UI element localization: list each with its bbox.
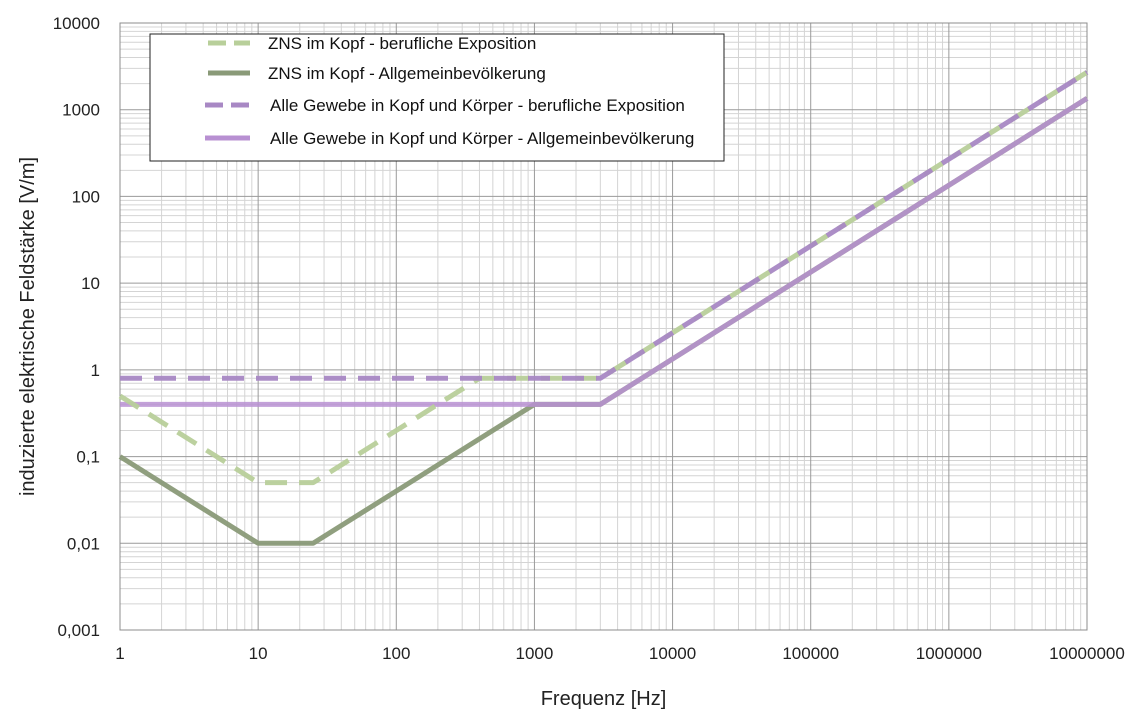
series-layer <box>118 70 1089 546</box>
series-line-1 <box>118 70 1089 486</box>
legend-label-2: ZNS im Kopf - Allgemeinbevölkerung <box>268 64 546 83</box>
y-tick-label: 0,1 <box>76 448 100 467</box>
y-axis-tick-labels: 0,001 0,01 0,1 1 10 100 1000 10000 <box>53 14 100 640</box>
y-tick-label: 10000 <box>53 14 100 33</box>
y-axis-title: induzierte elektrische Feldstärke [V/m] <box>17 157 39 496</box>
y-tick-label: 0,001 <box>57 621 100 640</box>
legend: ZNS im Kopf - berufliche Exposition ZNS i… <box>149 33 725 162</box>
x-axis-tick-labels: 1 10 100 1000 10000 100000 1000000 10000000 <box>115 644 1125 663</box>
x-tick-label: 1000 <box>516 644 554 663</box>
x-tick-label: 1 <box>115 644 124 663</box>
y-tick-label: 100 <box>72 187 100 206</box>
x-tick-label: 10000 <box>649 644 696 663</box>
series-line-3 <box>120 70 1089 381</box>
x-axis-title: Frequenz [Hz] <box>541 688 667 710</box>
y-tick-label: 1000 <box>62 101 100 120</box>
legend-label-1: ZNS im Kopf - berufliche Exposition <box>268 34 536 53</box>
legend-label-4: Alle Gewebe in Kopf und Körper - Allgeme… <box>270 129 694 148</box>
x-tick-label: 100000 <box>782 644 839 663</box>
y-tick-label: 1 <box>91 361 100 380</box>
plot-area-frame <box>119 22 1088 631</box>
legend-label-3: Alle Gewebe in Kopf und Körper - berufli… <box>270 96 685 115</box>
x-tick-label: 10 <box>249 644 268 663</box>
x-tick-label: 100 <box>382 644 410 663</box>
series-line-4 <box>120 96 1089 407</box>
x-tick-label: 10000000 <box>1049 644 1125 663</box>
y-tick-label: 0,01 <box>67 534 100 553</box>
x-tick-label: 1000000 <box>916 644 982 663</box>
y-tick-label: 10 <box>81 274 100 293</box>
